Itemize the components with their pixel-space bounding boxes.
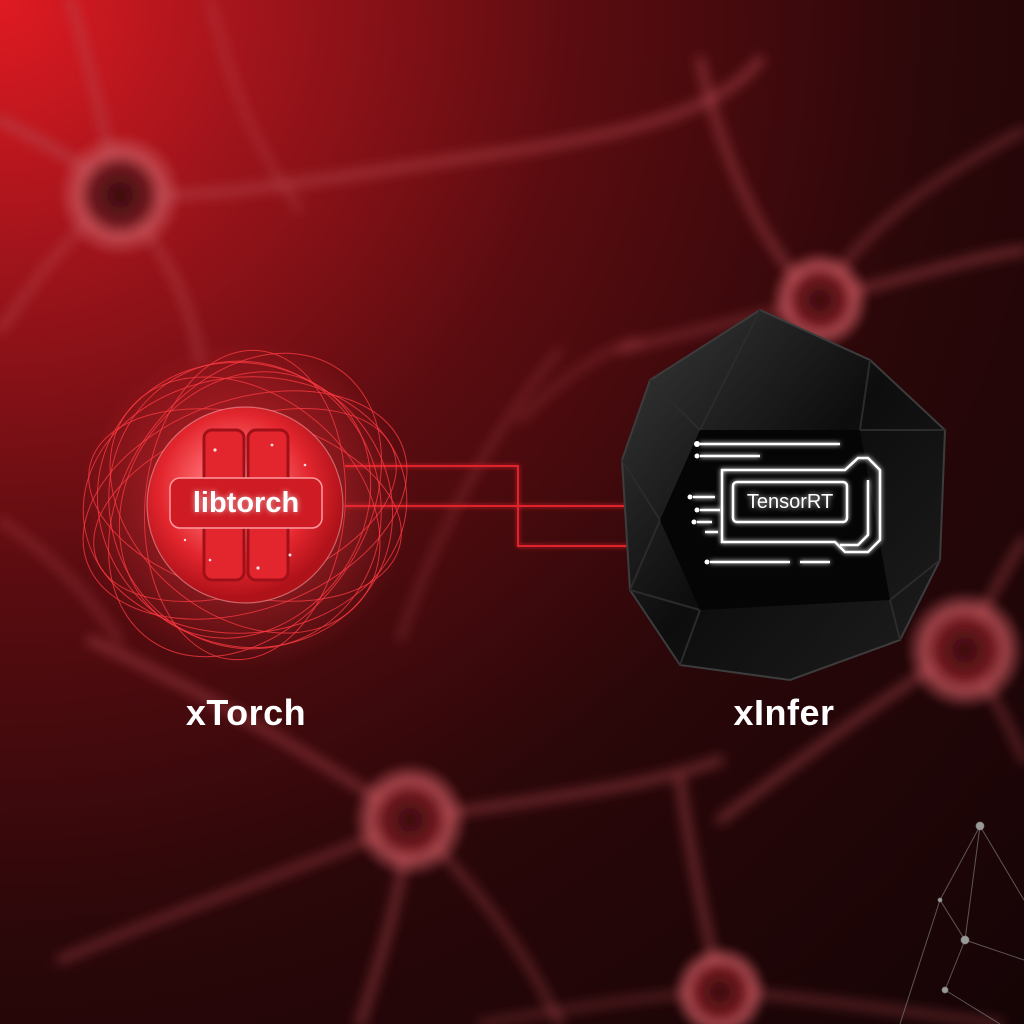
libtorch-orb-icon bbox=[80, 340, 410, 670]
xtorch-caption: xTorch bbox=[185, 692, 307, 733]
tensorrt-polyhedron-icon bbox=[620, 308, 947, 682]
libtorch-label: libtorch bbox=[192, 487, 300, 519]
neuron-bodies bbox=[58, 133, 1024, 1024]
xinfer-caption: xInfer bbox=[733, 692, 835, 733]
constellation-graphic bbox=[899, 821, 1024, 1024]
tensorrt-label: TensorRT bbox=[746, 491, 834, 513]
